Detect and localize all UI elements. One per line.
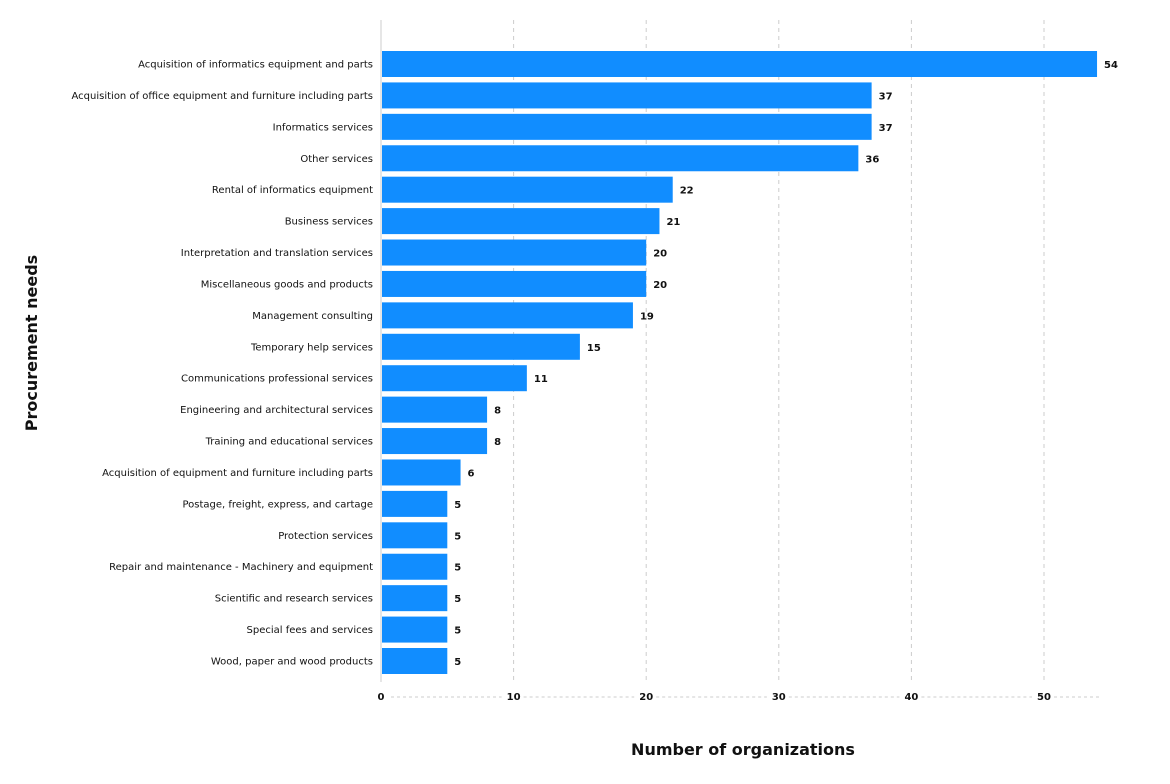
bar [382, 553, 448, 580]
bar [382, 396, 488, 423]
data-label: 37 [879, 123, 893, 134]
bars: Acquisition of informatics equipment and… [72, 51, 1118, 674]
data-label: 8 [494, 406, 501, 417]
bar [382, 208, 660, 235]
data-label: 20 [653, 249, 667, 260]
bar [382, 302, 633, 329]
bar [382, 239, 647, 266]
x-tick-label: 30 [772, 692, 786, 703]
x-tick-label: 10 [507, 692, 521, 703]
category-label: Engineering and architectural services [180, 405, 373, 416]
category-label: Repair and maintenance - Machinery and e… [109, 562, 373, 573]
data-label: 11 [534, 374, 548, 385]
category-label: Acquisition of informatics equipment and… [138, 60, 373, 71]
bar [382, 490, 448, 517]
data-label: 5 [454, 500, 461, 511]
bar [382, 51, 1098, 77]
bar [382, 459, 461, 486]
category-label: Temporary help services [250, 342, 373, 353]
data-label: 54 [1104, 60, 1118, 71]
data-label: 5 [454, 563, 461, 574]
category-label: Rental of informatics equipment [212, 185, 373, 196]
data-label: 36 [865, 154, 879, 165]
data-label: 5 [454, 531, 461, 542]
data-label: 37 [879, 91, 893, 102]
category-label: Informatics services [273, 122, 373, 133]
category-label: Communications professional services [181, 374, 373, 385]
x-tick-label: 40 [904, 692, 918, 703]
data-label: 21 [666, 217, 680, 228]
bar [382, 365, 527, 392]
data-label: 5 [454, 594, 461, 605]
bar [382, 585, 448, 612]
x-tick-label: 50 [1037, 692, 1051, 703]
bar [382, 522, 448, 549]
data-label: 8 [494, 437, 501, 448]
category-label: Wood, paper and wood products [211, 657, 373, 668]
category-label: Acquisition of equipment and furniture i… [102, 468, 373, 479]
x-tick-label: 20 [639, 692, 653, 703]
data-label: 22 [680, 186, 694, 197]
category-label: Special fees and services [247, 625, 373, 636]
bar [382, 113, 872, 140]
category-label: Interpretation and translation services [181, 248, 373, 259]
bar [382, 616, 448, 643]
data-label: 20 [653, 280, 667, 291]
data-label: 15 [587, 343, 601, 354]
x-ticks: 0 10 20 30 40 50 [378, 692, 1100, 703]
category-label: Scientific and research services [215, 594, 373, 605]
category-label: Protection services [278, 531, 373, 542]
bar [382, 145, 859, 172]
category-label: Management consulting [252, 311, 373, 322]
bar [382, 333, 580, 360]
x-axis-title: Number of organizations [631, 740, 855, 759]
bar [382, 648, 448, 674]
bar [382, 428, 488, 455]
category-label: Acquisition of office equipment and furn… [72, 91, 374, 102]
bar [382, 176, 673, 203]
category-label: Miscellaneous goods and products [201, 279, 373, 290]
x-tick-label: 0 [378, 692, 385, 703]
bar [382, 270, 647, 297]
category-label: Training and educational services [205, 437, 373, 448]
data-label: 19 [640, 311, 654, 322]
category-label: Other services [300, 154, 373, 165]
bar [382, 82, 872, 109]
data-label: 5 [454, 657, 461, 668]
y-axis-title: Procurement needs [22, 255, 41, 431]
data-label: 5 [454, 626, 461, 637]
category-label: Postage, freight, express, and cartage [182, 499, 373, 510]
category-label: Business services [285, 217, 373, 228]
data-label: 6 [468, 468, 475, 479]
